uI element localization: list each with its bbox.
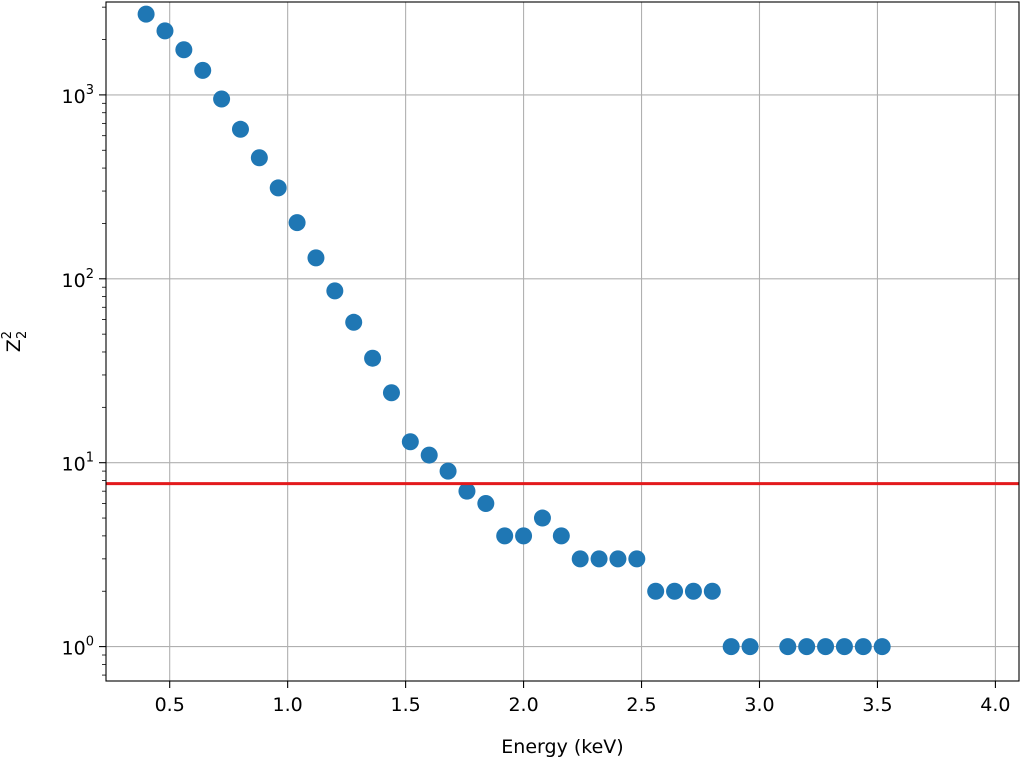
data-point <box>345 313 363 331</box>
data-points <box>137 5 891 656</box>
x-tick-label: 2.0 <box>508 694 538 716</box>
data-point <box>477 494 495 512</box>
data-point <box>250 149 268 167</box>
data-point <box>420 446 438 464</box>
y-axis-label-base: Z <box>3 339 25 352</box>
data-point <box>703 582 721 600</box>
data-point <box>401 433 419 451</box>
data-point <box>137 5 155 23</box>
data-point <box>533 509 551 527</box>
x-tick-labels: 0.5 1.0 1.5 2.0 2.5 3.0 3.5 4.0 <box>155 694 1011 716</box>
data-point <box>231 120 249 138</box>
data-point <box>194 61 212 79</box>
major-ticks <box>99 94 996 688</box>
data-point <box>684 582 702 600</box>
data-point <box>854 638 872 656</box>
y-axis-label: Z22 <box>0 331 30 353</box>
axes-frame <box>105 1 1020 682</box>
data-point <box>798 638 816 656</box>
x-tick-label: 4.0 <box>980 694 1010 716</box>
y-tick-label: 103 <box>62 83 94 108</box>
data-point <box>458 482 476 500</box>
data-point <box>741 638 759 656</box>
y-axis-label-superscript: 2 <box>0 331 15 339</box>
data-point <box>364 349 382 367</box>
x-tick-label: 0.5 <box>155 694 185 716</box>
data-point <box>835 638 853 656</box>
data-point <box>382 384 400 402</box>
y-tick-labels: 100 101 102 103 <box>62 83 94 660</box>
y-tick-label: 102 <box>62 267 94 292</box>
data-point <box>647 582 665 600</box>
data-point <box>817 638 835 656</box>
x-tick-label: 2.5 <box>626 694 656 716</box>
data-point <box>496 527 514 545</box>
x-tick-label: 3.5 <box>862 694 892 716</box>
data-point <box>307 249 325 267</box>
data-point <box>269 179 287 197</box>
data-point <box>175 41 193 59</box>
data-point <box>873 638 891 656</box>
data-point <box>609 550 627 568</box>
data-point <box>288 214 306 232</box>
data-point <box>722 638 740 656</box>
x-tick-label: 1.0 <box>273 694 303 716</box>
data-point <box>552 527 570 545</box>
data-point <box>439 462 457 480</box>
data-point <box>628 550 646 568</box>
x-tick-label: 3.0 <box>744 694 774 716</box>
data-point <box>571 550 589 568</box>
data-point <box>666 582 684 600</box>
minor-ticks <box>102 6 106 676</box>
y-tick-label: 100 <box>62 635 94 660</box>
y-axis-label-subscript: 2 <box>15 331 30 339</box>
x-axis-label: Energy (keV) <box>501 736 623 758</box>
data-point <box>590 550 608 568</box>
data-point <box>326 282 344 300</box>
y-tick-label: 101 <box>62 451 94 476</box>
data-point <box>779 638 797 656</box>
data-point <box>515 527 533 545</box>
data-point <box>213 90 231 108</box>
grid-layer <box>106 2 1019 681</box>
data-point <box>156 22 174 40</box>
x-tick-label: 1.5 <box>391 694 421 716</box>
